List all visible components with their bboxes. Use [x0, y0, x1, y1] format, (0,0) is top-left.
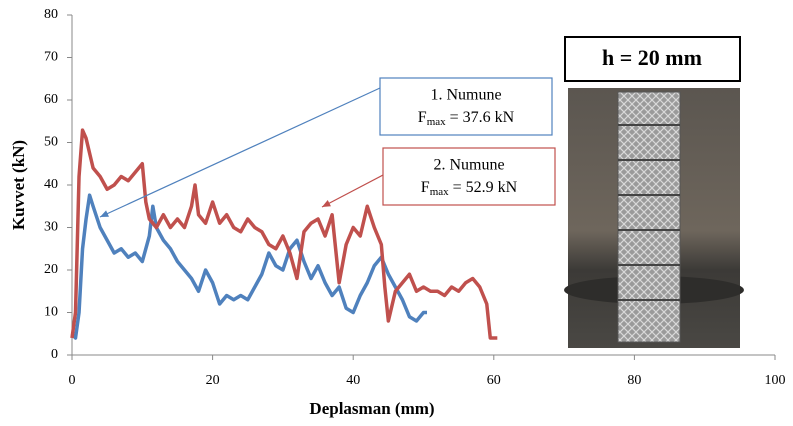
y-tick-label: 20 [44, 262, 58, 277]
y-tick-label: 70 [44, 50, 58, 65]
x-tick-label: 20 [206, 373, 220, 388]
annotation-rest: = 52.9 kN [449, 179, 518, 196]
annotation-sub: max [427, 116, 446, 128]
annotation-title: 1. Numune [430, 87, 501, 104]
y-tick-label: 0 [51, 347, 58, 362]
y-tick-label: 60 [44, 92, 58, 107]
annotation-title: 2. Numune [433, 157, 504, 174]
y-tick-label: 80 [44, 7, 58, 22]
x-tick-label: 100 [765, 373, 786, 388]
x-tick-label: 40 [346, 373, 360, 388]
annotation-sub: max [430, 186, 449, 198]
y-tick-label: 10 [44, 305, 58, 320]
photo-label: h = 20 mm [602, 45, 702, 70]
photo [564, 88, 744, 348]
y-tick-label: 40 [44, 177, 58, 192]
x-axis-label: Deplasman (mm) [309, 399, 434, 418]
y-tick-label: 30 [44, 220, 58, 235]
chart: h = 20 mm Deplasman (mm) Kuvvet (kN) 0 10… [0, 0, 793, 421]
y-axis-label: Kuvvet (kN) [9, 140, 28, 230]
annotation-rest: = 37.6 kN [446, 109, 515, 126]
annotation-arrow [100, 88, 380, 217]
annotation-f: F [421, 179, 430, 196]
annotation-f: F [418, 109, 427, 126]
x-tick-label: 0 [69, 373, 76, 388]
series-line [72, 195, 427, 338]
x-tick-label: 80 [627, 373, 641, 388]
annotation-arrow [322, 175, 383, 207]
x-tick-label: 60 [487, 373, 501, 388]
y-tick-label: 50 [44, 135, 58, 150]
